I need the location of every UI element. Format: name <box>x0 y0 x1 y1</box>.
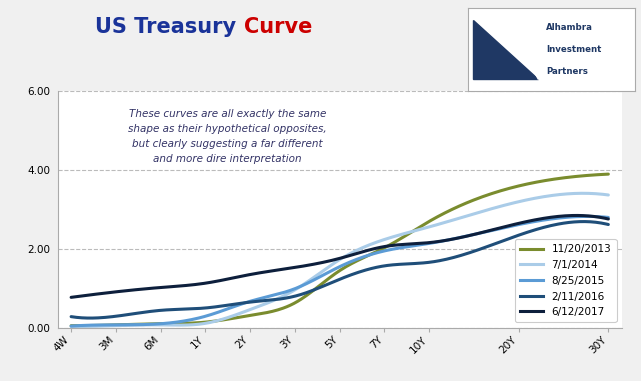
Polygon shape <box>504 20 538 79</box>
Text: These curves are all exactly the same
shape as their hypothetical opposites,
but: These curves are all exactly the same sh… <box>128 109 327 163</box>
Text: Partners: Partners <box>546 67 588 76</box>
Text: Investment: Investment <box>546 45 602 54</box>
Legend: 11/20/2013, 7/1/2014, 8/25/2015, 2/11/2016, 6/12/2017: 11/20/2013, 7/1/2014, 8/25/2015, 2/11/20… <box>515 239 617 322</box>
Text: US Treasury: US Treasury <box>96 17 244 37</box>
Polygon shape <box>473 20 538 79</box>
Text: Alhambra: Alhambra <box>546 23 593 32</box>
Text: Curve: Curve <box>244 17 312 37</box>
